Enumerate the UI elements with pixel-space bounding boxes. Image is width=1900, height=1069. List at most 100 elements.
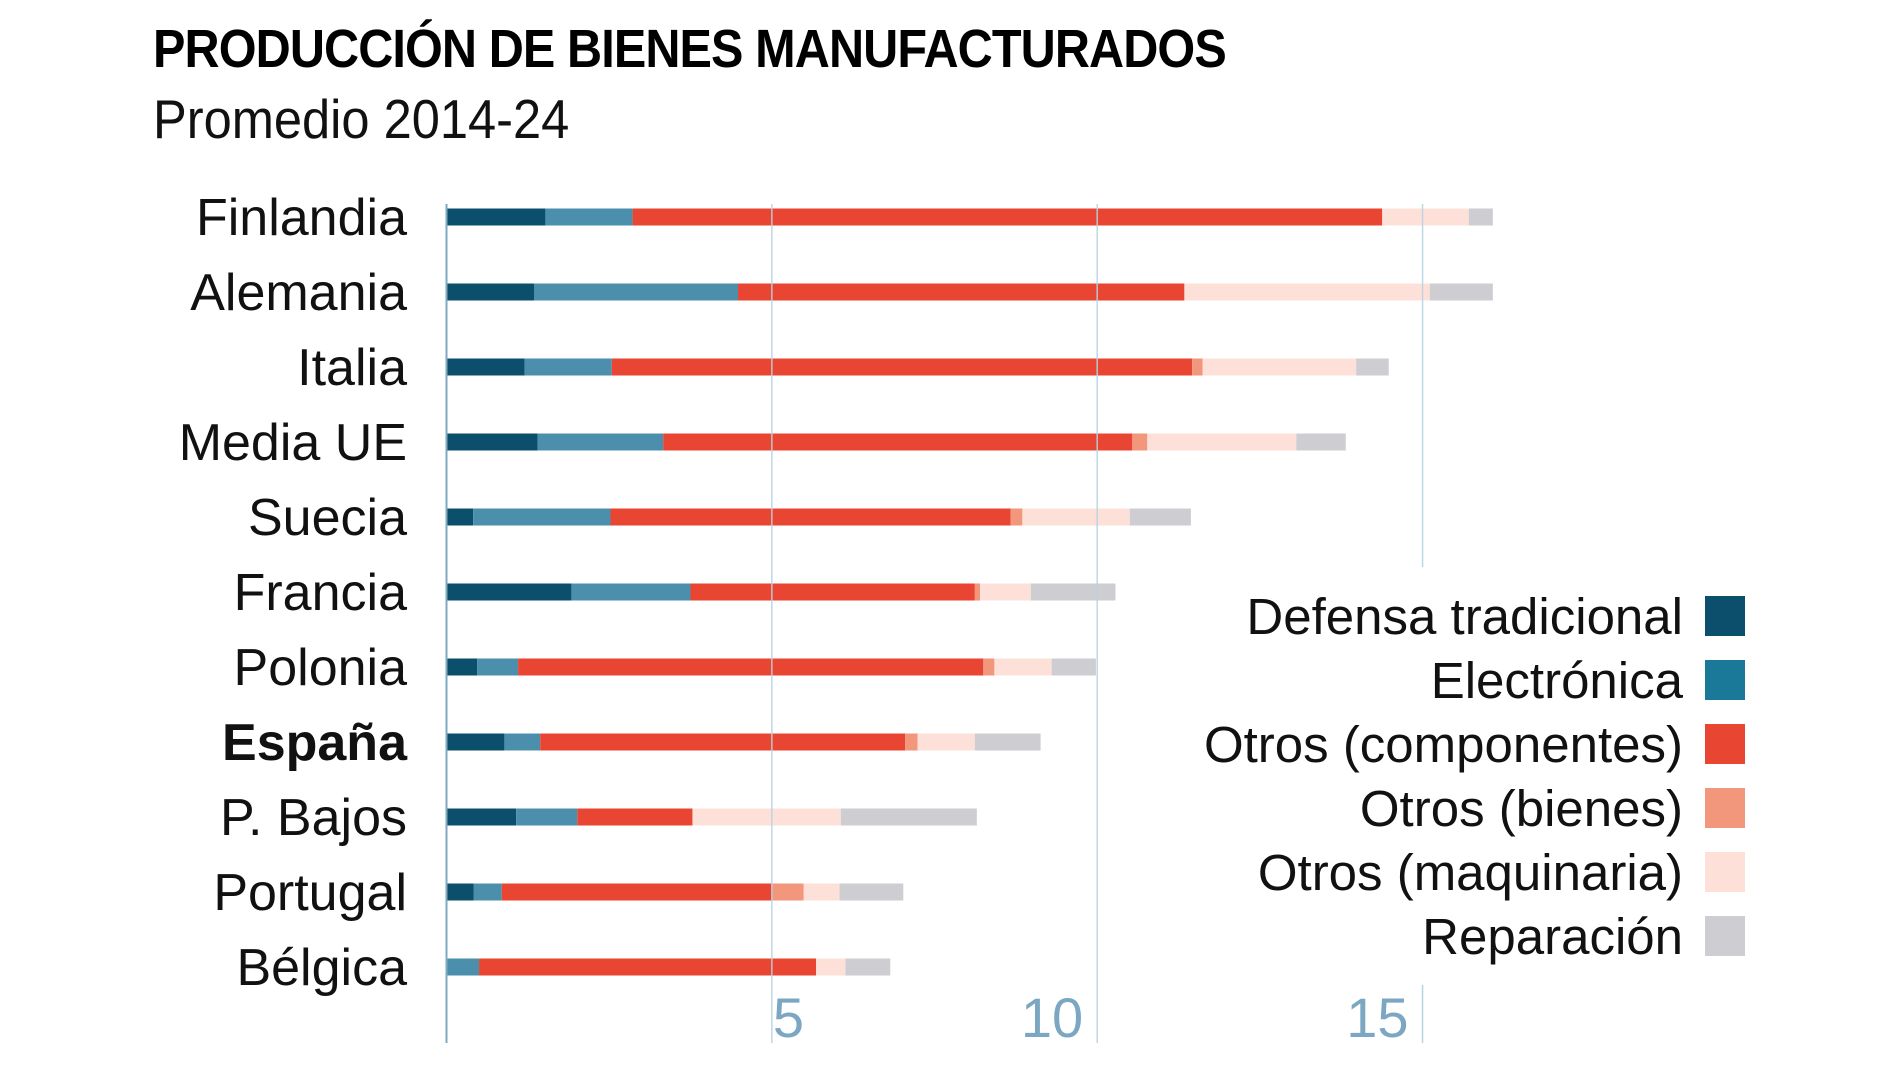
bar-segment-reparacion (1296, 433, 1346, 451)
bar-segment-electronica (537, 433, 664, 451)
legend-swatch-icon (1705, 916, 1745, 956)
legend-label: Reparación (1422, 907, 1683, 965)
bar-row (446, 733, 1041, 751)
bar-segment-electronica (477, 658, 519, 676)
legend-item: Defensa tradicional (1204, 584, 1745, 648)
bar-row (446, 283, 1493, 301)
chart-subtitle: Promedio 2014-24 (153, 88, 570, 150)
bar-segment-electronica (516, 808, 578, 826)
x-tick-label: 10 (1021, 986, 1083, 1049)
bar-segment-otros-componentes (518, 658, 984, 676)
category-labels: Finlandia Alemania Italia Media UE Suecia Fra… (179, 189, 408, 997)
bar-segment-reparacion (1030, 583, 1116, 601)
bar-segment-otros-maquinaria (980, 583, 1031, 601)
bar-segment-otros-maquinaria (803, 883, 840, 901)
bar-segment-defensa-tradicional (446, 283, 535, 301)
bar-segment-reparacion (1051, 658, 1096, 676)
legend-label: Otros (maquinaria) (1257, 843, 1683, 901)
bar-segment-otros-bienes (1192, 358, 1203, 376)
bar-row (446, 583, 1116, 601)
bar-segment-defensa-tradicional (446, 733, 505, 751)
bar-segment-electronica (504, 733, 541, 751)
bar-segment-electronica (545, 208, 633, 226)
bar-segment-defensa-tradicional (446, 358, 525, 376)
bar-segment-defensa-tradicional (446, 658, 478, 676)
legend-item: Otros (maquinaria) (1204, 840, 1745, 904)
legend-label: Otros (bienes) (1359, 779, 1683, 837)
legend-swatch-icon (1705, 788, 1745, 828)
bar-segment-otros-maquinaria (1184, 283, 1430, 301)
legend-label: Defensa tradicional (1246, 587, 1683, 645)
category-label: Alemania (190, 264, 407, 322)
bar-segment-electronica (446, 958, 480, 976)
legend-swatch-icon (1705, 596, 1745, 636)
category-label: Portugal (213, 864, 407, 922)
bar-row (446, 208, 1493, 226)
legend-item: Otros (componentes) (1204, 712, 1745, 776)
legend-label: Otros (componentes) (1203, 715, 1683, 773)
bar-segment-defensa-tradicional (446, 433, 538, 451)
bar-segment-reparacion (1356, 358, 1389, 376)
bars-layer (446, 208, 1493, 976)
x-tick-label: 15 (1346, 986, 1408, 1049)
bar-segment-electronica (571, 583, 691, 601)
bar-segment-otros-componentes (501, 883, 772, 901)
bar-segment-defensa-tradicional (446, 508, 474, 526)
bar-segment-otros-componentes (690, 583, 975, 601)
legend-item: Electrónica (1204, 648, 1745, 712)
bar-segment-otros-bienes (905, 733, 918, 751)
bar-segment-defensa-tradicional (446, 883, 474, 901)
x-tick-label: 5 (773, 986, 804, 1049)
category-label: Italia (297, 339, 407, 397)
bar-segment-defensa-tradicional (446, 583, 572, 601)
bar-segment-otros-componentes (610, 508, 1011, 526)
legend-swatch-icon (1705, 724, 1745, 764)
bar-segment-otros-maquinaria (1147, 433, 1297, 451)
bar-segment-otros-bienes (1132, 433, 1148, 451)
bar-segment-otros-componentes (632, 208, 1383, 226)
bar-segment-reparacion (1129, 508, 1191, 526)
bar-segment-otros-componentes (540, 733, 906, 751)
chart-title: PRODUCCIÓN DE BIENES MANUFACTURADOS (153, 19, 1227, 79)
category-label: España (222, 714, 408, 772)
bar-segment-otros-maquinaria (1382, 208, 1469, 226)
bar-segment-otros-componentes (663, 433, 1133, 451)
category-label: Polonia (234, 639, 408, 697)
bar-segment-electronica (473, 508, 611, 526)
category-label: Finlandia (196, 189, 407, 247)
bar-segment-otros-maquinaria (917, 733, 975, 751)
bar-segment-reparacion (840, 808, 977, 826)
bar-segment-defensa-tradicional (446, 808, 517, 826)
legend-item: Otros (bienes) (1204, 776, 1745, 840)
bar-segment-otros-componentes (611, 358, 1193, 376)
bar-row (446, 358, 1389, 376)
category-label: Suecia (248, 489, 407, 547)
legend-swatch-icon (1705, 660, 1745, 700)
bar-row (446, 883, 904, 901)
bar-segment-otros-maquinaria (994, 658, 1052, 676)
bar-segment-otros-maquinaria (1022, 508, 1130, 526)
bar-row (446, 433, 1346, 451)
bar-segment-otros-maquinaria (692, 808, 841, 826)
bar-segment-electronica (473, 883, 502, 901)
bar-segment-otros-maquinaria (816, 958, 846, 976)
category-label: P. Bajos (220, 789, 407, 847)
bar-segment-otros-componentes (479, 958, 817, 976)
category-label: Media UE (179, 414, 407, 472)
bar-segment-reparacion (839, 883, 904, 901)
bar-segment-otros-bienes (1010, 508, 1023, 526)
bar-segment-otros-bienes (771, 883, 804, 901)
bar-row (446, 958, 891, 976)
legend: Defensa tradicional Electrónica Otros (com… (1193, 584, 1745, 968)
bar-segment-reparacion (974, 733, 1041, 751)
bar-segment-electronica (524, 358, 612, 376)
bar-segment-otros-bienes (974, 583, 981, 601)
bar-segment-otros-componentes (577, 808, 693, 826)
grid-layer (445, 204, 1424, 1043)
bar-segment-otros-maquinaria (1202, 358, 1357, 376)
category-label: Francia (234, 564, 407, 622)
bar-row (446, 508, 1191, 526)
bar-segment-otros-bienes (983, 658, 995, 676)
bar-segment-electronica (534, 283, 739, 301)
